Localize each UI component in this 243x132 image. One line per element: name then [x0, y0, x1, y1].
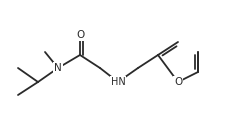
Text: O: O	[76, 30, 84, 40]
Text: N: N	[54, 63, 62, 73]
Text: HN: HN	[111, 77, 125, 87]
Text: O: O	[174, 77, 182, 87]
